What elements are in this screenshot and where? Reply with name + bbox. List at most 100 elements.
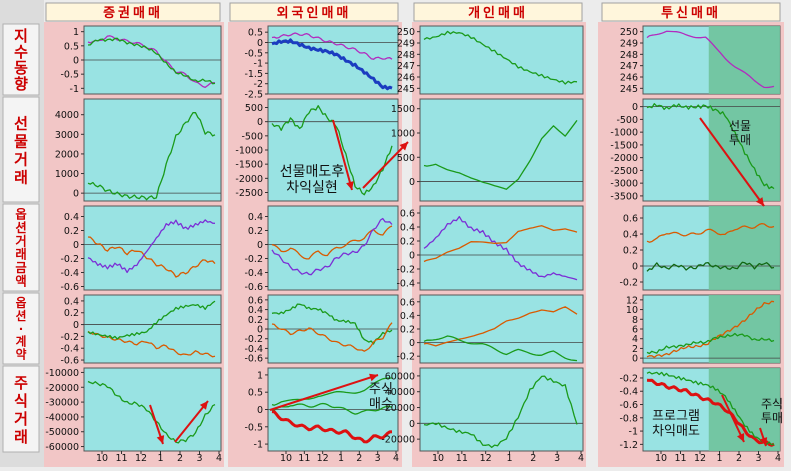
y-tick-label: -1.2 (619, 440, 638, 451)
x-tick-label: 3 (375, 453, 381, 464)
y-tick-label: 0.4 (248, 212, 263, 223)
y-tick-label: 12 (626, 295, 638, 306)
y-tick-label: -0.6 (244, 354, 263, 365)
y-tick-label: -0.4 (396, 279, 415, 290)
y-tick-label: -30000 (45, 398, 79, 409)
x-tick-label: 11 (674, 453, 686, 464)
y-tick-label: 0.6 (400, 209, 415, 220)
y-tick-label: 0.6 (623, 214, 638, 225)
annotation-arrow-head (399, 142, 408, 151)
y-tick-label: -0.4 (619, 387, 638, 398)
annotation-trust-program: 차익매도 (652, 424, 700, 439)
x-tick-label: 11 (115, 453, 127, 464)
y-tick-label: -2000 (235, 174, 263, 185)
series-line (646, 378, 775, 447)
y-tick-label: 0.2 (623, 246, 638, 257)
x-tick-label: 10 (280, 453, 292, 464)
x-tick-label: 2 (736, 453, 742, 464)
y-tick-label: 0 (409, 177, 415, 188)
y-tick-label: -1.5 (244, 69, 263, 80)
y-tick-label: 0.2 (400, 237, 415, 248)
x-tick-label: 2 (177, 453, 183, 464)
row-label-box-1 (2, 23, 40, 96)
annotation-arrow-head (759, 437, 768, 446)
y-tick-label: 246 (620, 73, 638, 84)
y-tick-label: 0.2 (64, 226, 79, 237)
y-tick-label: -3000 (610, 179, 638, 190)
column-header-box-1 (45, 2, 221, 22)
y-tick-label: 2000 (55, 149, 79, 160)
column-header-box-3 (413, 2, 583, 22)
x-tick-label: 4 (393, 453, 399, 464)
x-tick-label: 12 (480, 453, 492, 464)
y-tick-label: -0.2 (396, 352, 415, 363)
y-tick-label: 0 (73, 240, 79, 251)
column-header-box-2 (229, 2, 399, 22)
y-tick-label: 1 (73, 27, 79, 38)
y-tick-label: 500 (397, 153, 415, 164)
x-tick-label: 3 (554, 453, 560, 464)
series-line (87, 35, 216, 89)
series-line (271, 377, 393, 406)
x-tick-label: 12 (317, 453, 329, 464)
series-line (646, 332, 775, 355)
y-tick-label: 4 (632, 334, 638, 345)
annotation-arrow (174, 400, 209, 443)
annotation-trust-futures: 선물 (729, 119, 751, 133)
annotation-arrow-head (756, 197, 764, 206)
y-tick-label: 0 (257, 405, 263, 416)
series-line (87, 219, 216, 274)
y-tick-label: -20000 (45, 383, 79, 394)
x-tick-label: 1 (338, 453, 344, 464)
annotation-arrow-head (346, 181, 354, 190)
row-label-4: 옵 션 · 계 약 (16, 296, 27, 361)
y-tick-label: -0.5 (60, 70, 79, 81)
y-tick-label: -0.8 (619, 413, 638, 424)
y-tick-label: 1000 (391, 129, 415, 140)
y-tick-label: 250 (620, 27, 638, 38)
annotation-trust-program: 프로그램 (652, 409, 700, 424)
column-header-box-4 (601, 2, 781, 22)
y-tick-label: 10 (626, 305, 638, 316)
series-line (271, 322, 393, 352)
y-tick-label: 245 (620, 84, 638, 95)
y-tick-label: 0.2 (248, 315, 263, 326)
x-tick-label: 3 (755, 453, 761, 464)
x-tick-label: 11 (298, 453, 310, 464)
annotation-trust-futures: 투매 (729, 133, 751, 147)
y-tick-label: -0.2 (244, 334, 263, 345)
annotation-arrow-head (369, 373, 378, 382)
y-tick-label: -1 (629, 427, 638, 438)
y-tick-label: 248 (620, 50, 638, 61)
annotation-foreign-stock: 매수 (369, 397, 393, 412)
x-tick-label: 4 (775, 453, 781, 464)
y-tick-label: 246 (397, 73, 415, 84)
y-tick-label: -1500 (235, 160, 263, 171)
series-line (271, 105, 393, 196)
y-tick-label: 0 (409, 251, 415, 262)
y-tick-label: 1 (257, 370, 263, 381)
y-tick-label: -500 (616, 115, 638, 126)
y-tick-label: -0.6 (60, 356, 79, 367)
y-tick-label: -1 (254, 59, 263, 70)
y-tick-label: -0.6 (244, 282, 263, 293)
series-line (87, 380, 216, 444)
y-tick-label: 0.6 (400, 297, 415, 308)
y-tick-label: 247 (397, 61, 415, 72)
series-line (271, 217, 393, 276)
plot-area-13 (83, 294, 222, 364)
x-tick-label: 1 (506, 453, 512, 464)
series-line (423, 120, 578, 190)
y-tick-label: -1000 (610, 128, 638, 139)
y-tick-label: -0.2 (60, 332, 79, 343)
y-tick-label: 3000 (55, 130, 79, 141)
series-line (87, 112, 216, 201)
y-tick-label: 60000 (385, 371, 415, 382)
x-tick-label: 4 (216, 453, 222, 464)
plot-area-19 (419, 367, 584, 452)
y-tick-label: -0.5 (244, 48, 263, 59)
